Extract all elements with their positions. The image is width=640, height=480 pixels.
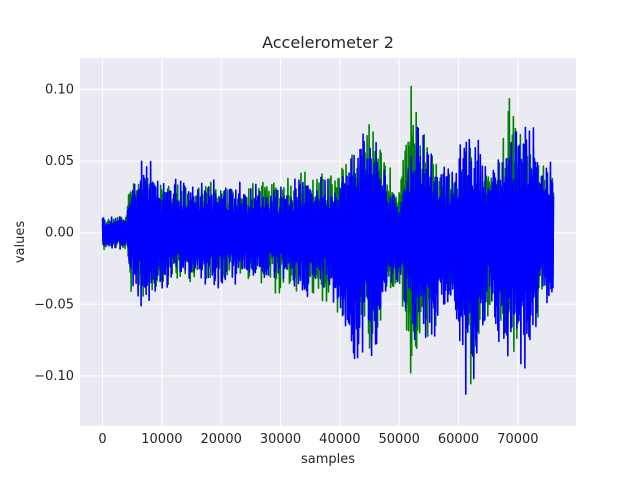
y-tick-label: 0.05 (45, 154, 74, 169)
y-tick-label: −0.10 (34, 369, 74, 384)
series-line-2 (101, 126, 555, 395)
y-tick-label: −0.05 (34, 297, 74, 312)
y-tick-label: 0.00 (45, 226, 74, 241)
x-tick-label: 20000 (201, 432, 242, 447)
x-tick-label: 0 (98, 432, 106, 447)
x-tick-label: 40000 (319, 432, 360, 447)
chart-title: Accelerometer 2 (262, 33, 394, 52)
x-tick-label: 50000 (379, 432, 420, 447)
x-tick-label: 70000 (497, 432, 538, 447)
series-layer (101, 85, 555, 395)
x-axis-label: samples (301, 452, 355, 467)
x-axis-ticks: 0 10000 20000 30000 40000 50000 60000 70000 (98, 432, 538, 447)
y-tick-label: 0.10 (45, 83, 74, 98)
x-tick-label: 10000 (141, 432, 182, 447)
x-tick-label: 30000 (260, 432, 301, 447)
x-tick-label: 60000 (438, 432, 479, 447)
y-axis-ticks: −0.10 −0.05 0.00 0.05 0.10 (34, 83, 74, 384)
y-axis-label: values (13, 221, 28, 264)
